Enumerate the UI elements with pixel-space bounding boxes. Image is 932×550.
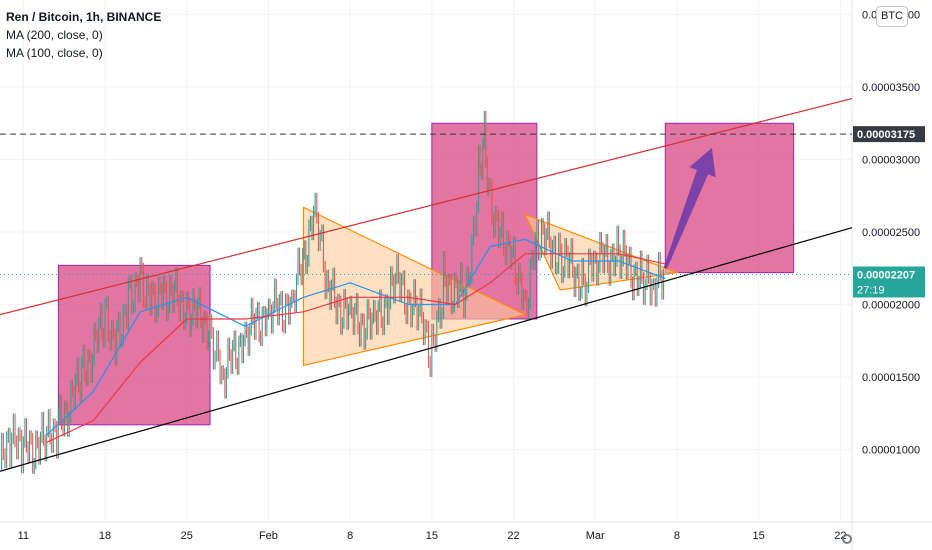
y-tick-label: 0.00003500 xyxy=(862,82,920,94)
x-tick-label: 11 xyxy=(18,530,29,542)
ma100-legend[interactable]: MA (100, close, 0) xyxy=(6,46,103,60)
symbol-title[interactable]: Ren / Bitcoin, 1h, BINANCE xyxy=(6,10,162,24)
ma-line xyxy=(46,253,666,443)
ma200-legend[interactable]: MA (200, close, 0) xyxy=(6,28,103,42)
x-tick-label: 8 xyxy=(674,530,680,542)
x-tick-label: 15 xyxy=(426,530,438,542)
x-tick-label: 18 xyxy=(99,530,111,542)
chart-legend: Ren / Bitcoin, 1h, BINANCE MA (200, clos… xyxy=(6,8,161,62)
y-tick-label: 0.00001000 xyxy=(862,445,920,457)
y-tick-label: 0.00001500 xyxy=(862,372,920,384)
ma-line xyxy=(46,238,666,436)
settings-icon[interactable] xyxy=(842,534,852,544)
lower-trendline xyxy=(0,227,853,472)
current-price-label: 0.00002207 xyxy=(857,269,915,281)
x-tick-label: Feb xyxy=(259,530,278,542)
y-tick-label: 0.00002500 xyxy=(862,227,920,239)
x-tick-label: 15 xyxy=(753,530,765,542)
y-tick-label: 0.00002000 xyxy=(862,300,920,312)
target-price-tag xyxy=(853,126,925,143)
highlight-box-1 xyxy=(57,264,211,426)
x-tick-label: 8 xyxy=(347,530,353,542)
currency-button[interactable]: BTC xyxy=(876,6,908,27)
current-price-tag xyxy=(853,266,925,298)
countdown-label: 27:19 xyxy=(857,284,885,296)
target-arrow xyxy=(663,147,716,269)
target-price-label: 0.00003175 xyxy=(857,129,915,141)
x-tick-label: 22 xyxy=(507,530,519,542)
x-tick-label: 25 xyxy=(181,530,193,542)
highlight-box-3 xyxy=(664,122,795,274)
x-tick-label: Mar xyxy=(586,530,605,542)
y-tick-label: 0.00003000 xyxy=(862,155,920,167)
